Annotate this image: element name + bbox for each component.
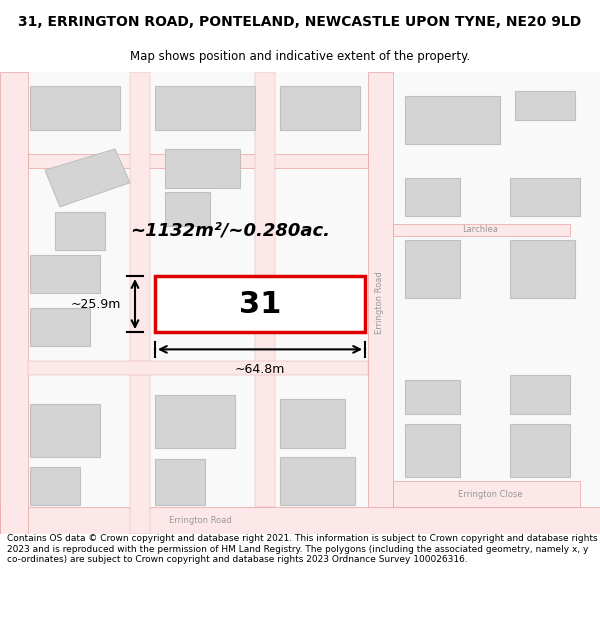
Polygon shape xyxy=(30,308,90,346)
Text: 31: 31 xyxy=(239,289,281,319)
Polygon shape xyxy=(130,72,150,534)
Text: Errington Road: Errington Road xyxy=(376,272,385,334)
Polygon shape xyxy=(510,376,570,414)
Polygon shape xyxy=(393,481,580,508)
Text: ~1132m²/~0.280ac.: ~1132m²/~0.280ac. xyxy=(130,222,330,240)
Polygon shape xyxy=(165,192,210,226)
Polygon shape xyxy=(280,399,345,448)
Polygon shape xyxy=(155,86,255,129)
Polygon shape xyxy=(165,149,240,188)
Polygon shape xyxy=(405,424,460,476)
Polygon shape xyxy=(405,178,460,216)
Text: Errington Road: Errington Road xyxy=(169,516,232,526)
Polygon shape xyxy=(30,467,80,506)
Polygon shape xyxy=(405,380,460,414)
Polygon shape xyxy=(280,458,355,506)
Polygon shape xyxy=(28,361,368,376)
Polygon shape xyxy=(30,255,100,294)
Polygon shape xyxy=(0,508,600,534)
Polygon shape xyxy=(30,404,100,458)
Polygon shape xyxy=(280,86,360,129)
Text: Larchlea: Larchlea xyxy=(462,226,498,234)
Text: Contains OS data © Crown copyright and database right 2021. This information is : Contains OS data © Crown copyright and d… xyxy=(7,534,598,564)
Polygon shape xyxy=(255,72,275,508)
Polygon shape xyxy=(393,224,570,236)
Polygon shape xyxy=(510,241,575,298)
Polygon shape xyxy=(405,96,500,144)
Polygon shape xyxy=(405,241,460,298)
Polygon shape xyxy=(0,72,28,534)
Polygon shape xyxy=(45,149,130,207)
Polygon shape xyxy=(515,91,575,120)
Polygon shape xyxy=(510,178,580,216)
Polygon shape xyxy=(510,424,570,476)
Text: 31, ERRINGTON ROAD, PONTELAND, NEWCASTLE UPON TYNE, NE20 9LD: 31, ERRINGTON ROAD, PONTELAND, NEWCASTLE… xyxy=(19,14,581,29)
Polygon shape xyxy=(30,86,120,129)
Text: ~64.8m: ~64.8m xyxy=(235,363,285,376)
Polygon shape xyxy=(155,394,235,448)
Bar xyxy=(155,276,365,332)
Text: ~25.9m: ~25.9m xyxy=(71,298,121,311)
Text: Map shows position and indicative extent of the property.: Map shows position and indicative extent… xyxy=(130,49,470,62)
Polygon shape xyxy=(368,72,393,534)
Polygon shape xyxy=(28,154,368,168)
Text: Errington Close: Errington Close xyxy=(458,491,523,499)
Polygon shape xyxy=(55,212,105,250)
Polygon shape xyxy=(155,459,205,506)
